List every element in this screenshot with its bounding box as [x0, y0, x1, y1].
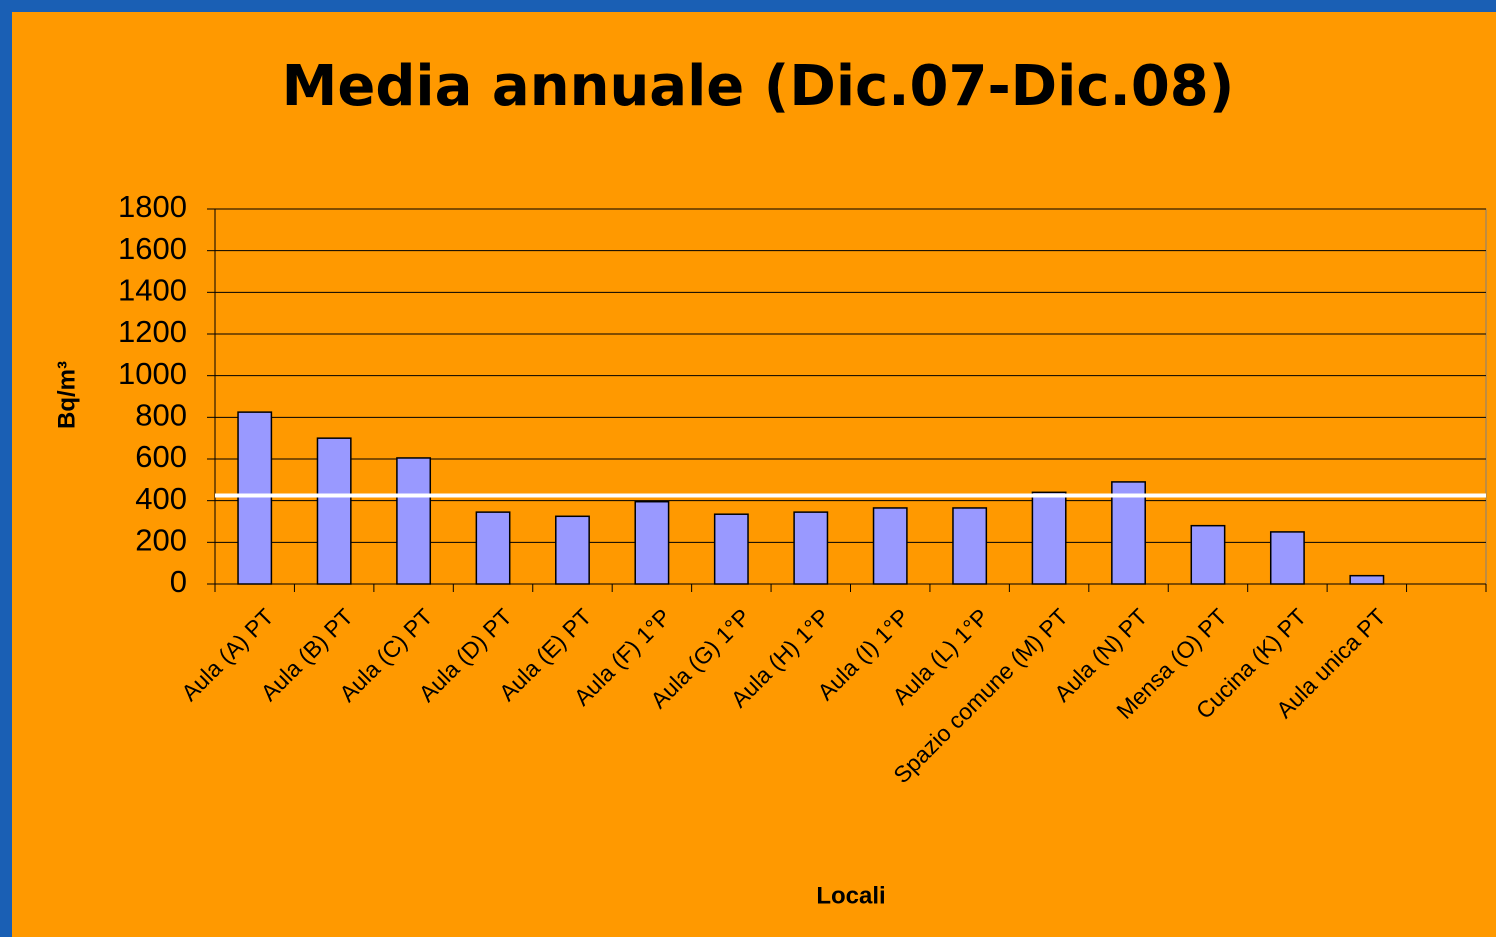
bar — [1190, 524, 1226, 585]
y-tick-label: 400 — [135, 481, 187, 516]
chart-title: Media annuale (Dic.07-Dic.08) — [282, 54, 1235, 119]
bar — [396, 457, 432, 585]
bar — [1269, 531, 1305, 585]
y-tick-label: 1400 — [118, 273, 187, 308]
bar — [316, 437, 352, 585]
y-tick-label: 0 — [170, 564, 187, 599]
bar — [872, 507, 908, 585]
y-tick-label: 800 — [135, 398, 187, 433]
y-axis-label: Bq/m³ — [53, 361, 80, 429]
bar — [1031, 491, 1067, 585]
x-axis-label: Locali — [816, 882, 885, 909]
y-tick-label: 1000 — [118, 356, 187, 391]
slide-background — [12, 12, 1496, 937]
bar — [237, 411, 273, 585]
y-tick-label: 1600 — [118, 231, 187, 266]
bar — [634, 500, 670, 585]
bar — [952, 507, 988, 585]
bar — [793, 511, 829, 585]
bar — [1111, 481, 1146, 585]
bar — [1349, 574, 1385, 585]
y-tick-label: 200 — [135, 523, 187, 558]
bar — [713, 513, 749, 585]
y-tick-label: 1800 — [118, 189, 187, 224]
bar — [475, 511, 511, 585]
y-tick-label: 600 — [135, 439, 187, 474]
bar — [555, 515, 590, 585]
y-tick-label: 1200 — [118, 314, 187, 349]
